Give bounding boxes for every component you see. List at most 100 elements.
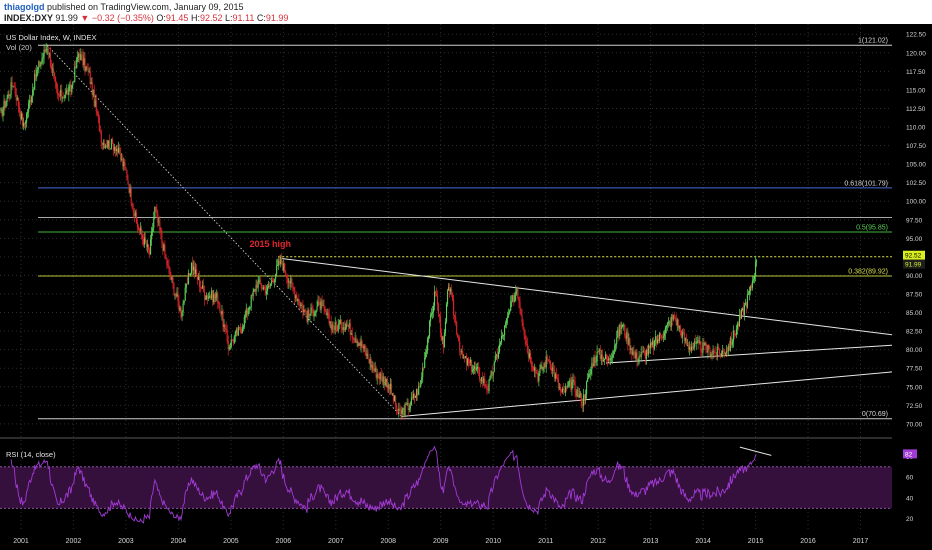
candle-body — [361, 341, 363, 348]
candle-body — [667, 322, 669, 324]
candle-body — [100, 132, 102, 143]
candle-body — [464, 357, 466, 359]
candle-body — [568, 381, 570, 386]
candle-body — [413, 394, 416, 398]
candle-body — [534, 367, 536, 371]
candle-body — [418, 385, 420, 395]
candle-body — [281, 256, 283, 265]
candle-body — [388, 384, 390, 390]
candle-body — [600, 354, 602, 359]
candle-body — [119, 147, 121, 154]
candle-body — [332, 324, 334, 330]
candle-body — [346, 324, 348, 326]
x-tick-label: 2014 — [695, 538, 711, 545]
publisher-username[interactable]: thiagolgd — [4, 2, 45, 12]
candle-body — [12, 86, 14, 88]
candle-body — [358, 343, 360, 346]
candle-body — [616, 337, 618, 345]
candle-body — [635, 352, 637, 359]
candle-body — [650, 342, 652, 346]
candle-body — [316, 306, 318, 310]
candle-body — [341, 328, 343, 330]
candle-body — [390, 383, 392, 394]
candle-body — [204, 291, 206, 300]
candle-body — [503, 335, 505, 336]
candle-body — [41, 58, 43, 63]
candle-body — [324, 308, 326, 312]
candle-body — [68, 86, 70, 95]
candle-body — [385, 378, 387, 382]
candle-body — [320, 301, 322, 310]
candle-body — [87, 68, 89, 72]
candle-body — [335, 322, 337, 326]
candle-body — [415, 396, 417, 398]
candle-body — [123, 161, 125, 167]
candle-body — [753, 275, 756, 280]
candle-body — [438, 314, 440, 317]
candle-body — [519, 301, 521, 310]
candle-body — [424, 357, 426, 369]
candle-body — [708, 345, 710, 348]
y-tick-label: 82.50 — [906, 329, 923, 336]
chart-canvas[interactable]: 1(121.02) 0.618(101.79) 0.5(95.85) 0.382(89… — [0, 24, 932, 550]
candle-body — [133, 212, 135, 217]
candle-body — [177, 293, 179, 301]
candle-body — [634, 353, 636, 359]
y-tick-label: 80.00 — [906, 347, 923, 354]
published-text: published on TradingView.com, January 09… — [47, 2, 244, 12]
candle-body — [499, 342, 502, 345]
candle-body — [562, 388, 565, 390]
candle-body — [705, 343, 707, 351]
candle-body — [198, 276, 200, 280]
candle-body — [412, 394, 415, 399]
candle-body — [607, 359, 609, 361]
candle-body — [162, 241, 164, 251]
candle-body — [601, 354, 603, 362]
candle-body — [80, 54, 82, 61]
candle-body — [206, 295, 208, 299]
candle-body — [43, 49, 45, 58]
candle-body — [737, 323, 739, 327]
candle-body — [672, 314, 674, 320]
candle-body — [58, 94, 60, 96]
candle-body — [569, 379, 571, 382]
candle-body — [751, 280, 753, 288]
close-value: 91.99 — [265, 13, 289, 23]
candle-body — [289, 281, 291, 284]
candle-body — [64, 95, 66, 98]
candle-body — [109, 148, 111, 150]
candle-body — [127, 180, 129, 185]
candle-body — [545, 356, 547, 368]
candle-body — [730, 337, 732, 345]
candle-body — [640, 351, 642, 357]
axes: 2001 2002 2003 2004 2005 2006 2007 2008 2009 2010… — [13, 32, 926, 545]
candle-body — [598, 348, 600, 352]
candle-body — [686, 345, 688, 346]
candle-body — [487, 390, 489, 392]
candle-body — [589, 373, 591, 375]
candle-body — [297, 299, 299, 301]
candle-body — [518, 297, 520, 302]
candle-body — [71, 84, 73, 93]
candle-body — [394, 396, 396, 402]
candle-body — [2, 109, 4, 116]
candle-body — [331, 324, 333, 330]
candle-body — [259, 279, 261, 285]
candle-body — [250, 295, 252, 307]
candle-body — [620, 324, 622, 329]
y-tick-label: 100.00 — [906, 199, 926, 206]
fib-level-label: 0.618(101.79) — [844, 180, 888, 187]
candle-body — [617, 329, 619, 338]
candle-body — [664, 327, 666, 334]
candle-body — [15, 93, 17, 101]
candle-body — [51, 68, 54, 70]
candle-body — [731, 341, 733, 345]
candle-body — [507, 315, 509, 319]
candle-body — [471, 359, 473, 372]
candle-body — [593, 357, 595, 367]
candle-body — [638, 356, 640, 361]
candle-body — [493, 361, 495, 372]
candle-body — [276, 265, 278, 275]
candle-body — [364, 345, 366, 351]
candle-body — [273, 280, 275, 283]
